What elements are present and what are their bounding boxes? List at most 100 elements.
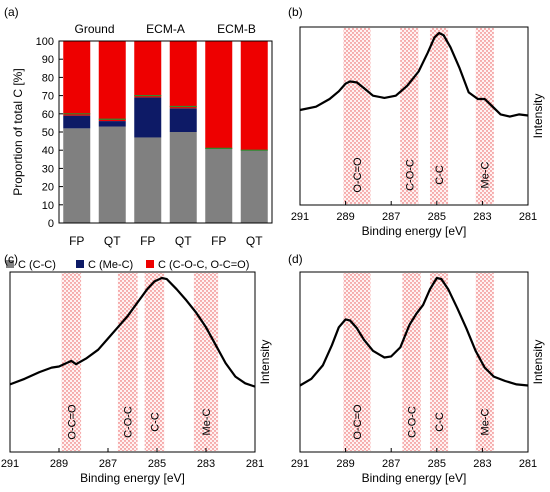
energy-band bbox=[117, 273, 138, 451]
panel-label: (a) bbox=[4, 5, 19, 19]
y-tick-label: 100 bbox=[36, 36, 54, 48]
x-tick-label: 285 bbox=[148, 458, 166, 470]
x-tick-label: 283 bbox=[197, 458, 215, 470]
band-label: Me-C bbox=[480, 162, 492, 189]
x-tick-label: 287 bbox=[382, 458, 400, 470]
bar-segment-1 bbox=[134, 137, 162, 223]
bar-segment-2 bbox=[98, 121, 126, 127]
legend-label: C (C-O-C, O-C=O) bbox=[158, 259, 249, 271]
y-tick-label: 60 bbox=[42, 109, 54, 121]
band-label: C-C bbox=[150, 412, 162, 432]
energy-band bbox=[400, 28, 419, 204]
x-tick-label: 283 bbox=[473, 458, 491, 470]
y-axis-label: Intensity bbox=[531, 94, 545, 139]
x-axis-label: Binding energy [eV] bbox=[362, 471, 467, 485]
energy-band bbox=[144, 273, 165, 451]
spectrum-line bbox=[299, 31, 529, 118]
bar-segment-1 bbox=[63, 128, 91, 223]
panel-label: (b) bbox=[288, 5, 303, 19]
x-tick-label: 281 bbox=[246, 458, 264, 470]
x-tick-label: FP bbox=[69, 234, 84, 248]
legend-label: C (Me-C) bbox=[88, 259, 133, 271]
panel-label: (d) bbox=[288, 252, 303, 266]
y-tick-label: 50 bbox=[42, 127, 54, 139]
bar-segment-3 bbox=[98, 41, 126, 122]
y-tick-label: 90 bbox=[42, 54, 54, 66]
panel-d-chart: (d) O-C=O C-O-C C-C Me-C 291 289 287 285 283 281 Bi… bbox=[288, 252, 545, 485]
plot-frame bbox=[299, 271, 529, 453]
x-tick-label: QT bbox=[246, 234, 263, 248]
panel-b-chart: (b) O-C=O C-O-C C-C Me-C 291 289 287 285 283 281 Bi… bbox=[288, 5, 545, 238]
band-label: C-O-C bbox=[404, 159, 416, 191]
panel-label: (c) bbox=[4, 252, 18, 266]
x-tick-label: 287 bbox=[99, 458, 117, 470]
panel-c-chart: (c) O-C=O C-O-C C-C Me-C 291 289 287 285 283 281 Bi… bbox=[1, 252, 272, 485]
x-tick-label: 289 bbox=[50, 458, 68, 470]
bar-segment-2 bbox=[134, 97, 162, 138]
band-label: C-O-C bbox=[407, 406, 419, 438]
legend-swatch bbox=[146, 260, 154, 268]
energy-band bbox=[475, 28, 494, 204]
energy-band bbox=[193, 273, 219, 451]
y-tick-label: 70 bbox=[42, 91, 54, 103]
x-tick-label: FP bbox=[211, 234, 226, 248]
bar-segment-3 bbox=[169, 41, 197, 109]
x-tick-label: 291 bbox=[291, 211, 309, 223]
energy-band bbox=[475, 273, 494, 451]
y-tick-label: 10 bbox=[42, 200, 54, 212]
band-label: O-C=O bbox=[352, 157, 364, 193]
bar-segment-1 bbox=[205, 148, 233, 223]
bar-segment-3 bbox=[63, 41, 91, 116]
energy-band bbox=[343, 273, 371, 451]
bar-segment-1 bbox=[169, 132, 197, 223]
x-axis-label: Binding energy [eV] bbox=[362, 224, 467, 238]
y-tick-label: 40 bbox=[42, 145, 54, 157]
plot-frame bbox=[299, 26, 529, 206]
y-tick-label: 20 bbox=[42, 182, 54, 194]
energy-band bbox=[429, 28, 449, 204]
x-tick-label: 287 bbox=[382, 211, 400, 223]
x-tick-label: 289 bbox=[336, 211, 354, 223]
group-label: ECM-B bbox=[217, 22, 256, 36]
legend-label: C (C-C) bbox=[18, 259, 56, 271]
group-label: Ground bbox=[74, 22, 114, 36]
x-tick-label: 285 bbox=[428, 458, 446, 470]
y-tick-label: 0 bbox=[48, 218, 54, 230]
y-tick-label: 30 bbox=[42, 163, 54, 175]
band-label: Me-C bbox=[480, 409, 492, 436]
x-tick-label: FP bbox=[140, 234, 155, 248]
plot-frame bbox=[58, 40, 273, 224]
energy-band bbox=[343, 28, 371, 204]
bar-segment-3 bbox=[134, 41, 162, 98]
spectrum-line bbox=[299, 276, 529, 387]
band-label: O-C=O bbox=[352, 404, 364, 440]
band-label: C-C bbox=[434, 165, 446, 185]
x-tick-label: QT bbox=[175, 234, 192, 248]
band-label: Me-C bbox=[201, 409, 213, 436]
band-label: C-O-C bbox=[123, 406, 135, 438]
energy-band bbox=[402, 273, 421, 451]
x-tick-label: 289 bbox=[336, 458, 354, 470]
legend-swatch bbox=[6, 260, 14, 268]
bar-segment-1 bbox=[98, 126, 126, 223]
y-tick-label: 80 bbox=[42, 72, 54, 84]
x-tick-label: 291 bbox=[291, 458, 309, 470]
x-axis-label: Binding energy [eV] bbox=[80, 471, 185, 485]
plot-frame bbox=[9, 271, 256, 453]
bar-segment-2 bbox=[169, 108, 197, 132]
band-label: C-C bbox=[434, 412, 446, 432]
energy-band bbox=[429, 273, 449, 451]
band-label: O-C=O bbox=[66, 404, 78, 440]
panel-a-chart: (a) FP QT FP QT FP QT Ground ECM-A ECM-B 0 10 20 30 40… bbox=[4, 5, 273, 271]
spectrum-line bbox=[9, 276, 256, 388]
x-tick-label: 283 bbox=[473, 211, 491, 223]
y-axis-label: Intensity bbox=[258, 340, 272, 385]
y-axis-label: Intensity bbox=[531, 340, 545, 385]
y-axis-label: Proportion of total C [%] bbox=[11, 68, 25, 195]
bar-segment-3 bbox=[205, 41, 233, 149]
x-tick-label: 281 bbox=[519, 458, 537, 470]
group-label: ECM-A bbox=[146, 22, 185, 36]
bar-segment-2 bbox=[63, 115, 91, 129]
x-tick-label: 281 bbox=[519, 211, 537, 223]
